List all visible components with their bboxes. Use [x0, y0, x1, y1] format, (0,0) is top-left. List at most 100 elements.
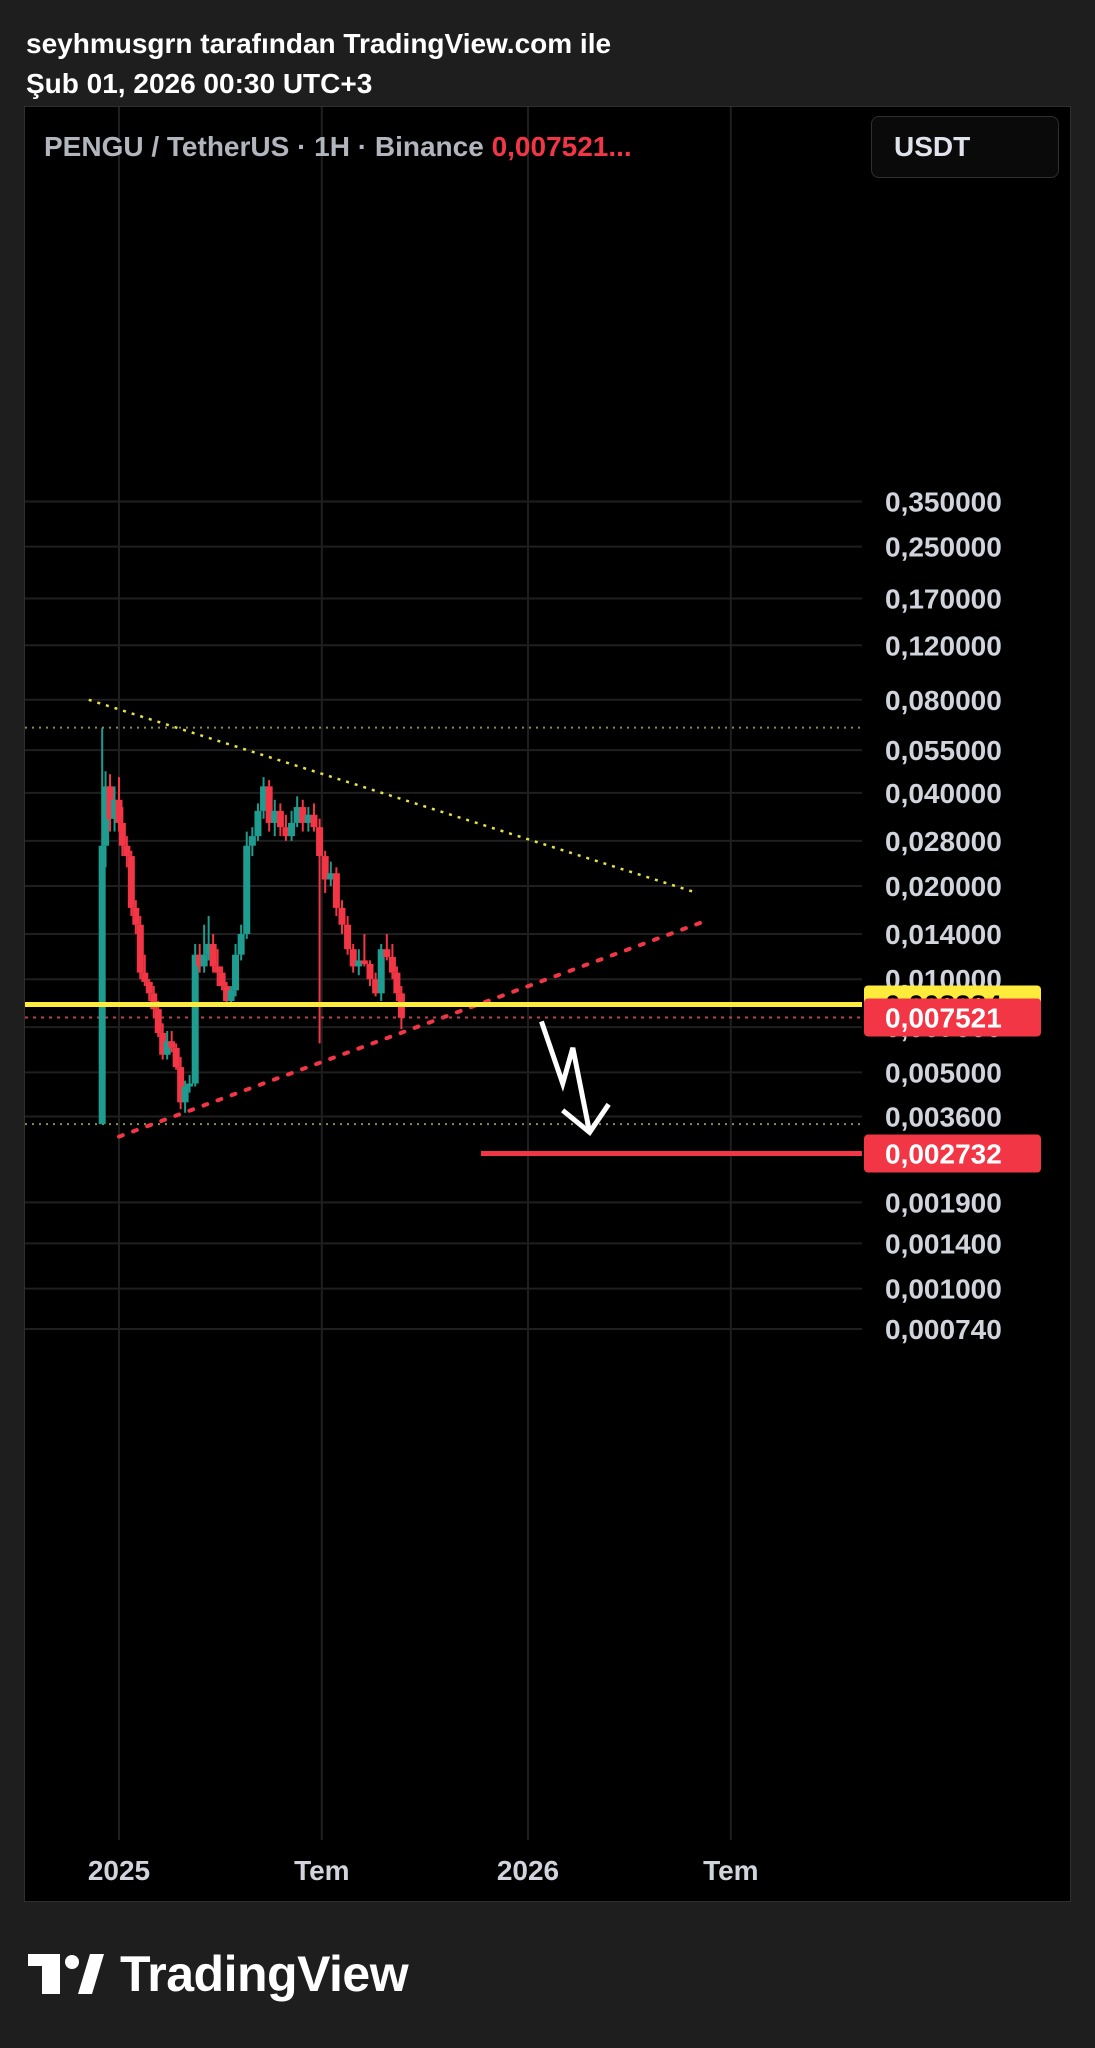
candle-body: [288, 822, 296, 837]
candle-body: [355, 960, 363, 967]
candle-body: [218, 972, 226, 987]
candle-body: [141, 972, 149, 982]
y-tick-label: 0,001900: [885, 1187, 1002, 1218]
candle-body: [377, 949, 385, 994]
candle-body: [136, 924, 144, 973]
y-axis: 0,350000 0,250000 0,170000 0,120000 0,080000…: [885, 486, 1002, 1345]
candle-body: [344, 924, 352, 950]
candle-body: [186, 1083, 194, 1087]
candle-body: [349, 949, 357, 967]
candle-body: [265, 786, 273, 823]
y-tick-label: 0,000740: [885, 1314, 1002, 1345]
candle-body: [209, 943, 217, 967]
y-tick-label: 0,014000: [885, 919, 1002, 950]
y-tick-label: 0,250000: [885, 532, 1002, 563]
candle-body: [150, 993, 158, 1010]
candle-body: [393, 972, 401, 994]
price-label-badge: [864, 1134, 1041, 1173]
y-tick-label: 0,028000: [885, 826, 1002, 857]
candle-body: [106, 786, 114, 819]
price-label-text: 0,002732: [885, 1139, 1002, 1170]
date-line: Şub 01, 2026 00:30 UTC+3: [26, 68, 373, 99]
candle-body: [172, 1047, 180, 1068]
candle-body: [200, 954, 208, 967]
candle-body: [248, 836, 256, 846]
y-tick-label: 0,120000: [885, 630, 1002, 661]
candles: [98, 727, 405, 1125]
candle-body: [327, 873, 335, 880]
y-tick-label: 0,001000: [885, 1274, 1002, 1305]
tradingview-logo-icon: [28, 1954, 104, 1994]
y-tick-label: 0,001400: [885, 1228, 1002, 1259]
candle-body: [127, 856, 135, 908]
candle-body: [310, 814, 318, 828]
candle-body: [115, 799, 123, 823]
grid: [25, 107, 862, 1840]
candle-body: [214, 966, 222, 973]
price-label-text: 0,007521: [885, 1002, 1002, 1033]
candle-body: [163, 1041, 171, 1055]
candle-body: [98, 845, 106, 1125]
symbol-legend[interactable]: PENGU / TetherUS · 1H · Binance 0,007521…: [44, 131, 632, 163]
candle-body: [293, 807, 301, 823]
candle-body: [168, 1041, 176, 1048]
author-line: seyhmusgrn tarafından TradingView.com il…: [26, 28, 612, 59]
x-tick-label: Tem: [703, 1855, 759, 1886]
logo-text: TradingView: [120, 1946, 409, 2002]
candle-body: [111, 799, 119, 819]
candle-body: [299, 807, 307, 823]
candle-body: [177, 1067, 185, 1103]
candle-body: [154, 1009, 162, 1034]
candle-body: [145, 981, 153, 994]
candle-body: [181, 1086, 189, 1103]
candle-body: [118, 822, 126, 846]
candle-body: [227, 990, 235, 1002]
currency-button[interactable]: USDT: [871, 116, 1059, 178]
candle-body: [304, 814, 312, 823]
candle-body: [205, 943, 213, 955]
chart-header: seyhmusgrn tarafından TradingView.com il…: [26, 24, 611, 104]
candle-body: [276, 810, 284, 828]
y-tick-label: 0,170000: [885, 583, 1002, 614]
candle-body: [123, 845, 131, 857]
price-label-badge: [864, 998, 1041, 1037]
x-tick-label: 2026: [497, 1855, 559, 1886]
ascending-trendline: [117, 918, 710, 1139]
candle-body: [332, 873, 340, 908]
x-tick-label: Tem: [294, 1855, 350, 1886]
candle-body: [282, 827, 290, 837]
y-tick-label: 0,040000: [885, 778, 1002, 809]
candle-body: [191, 954, 199, 1084]
y-tick-label: 0,080000: [885, 685, 1002, 716]
candle-body: [260, 786, 268, 811]
zigzag-arrow: [539, 1020, 593, 1133]
candle-body: [316, 827, 324, 857]
candle-body: [159, 1033, 167, 1055]
last-price: 0,007521...: [491, 131, 632, 162]
annotations-front: [25, 1001, 862, 1157]
tradingview-logo[interactable]: TradingView: [28, 1945, 409, 2003]
arrow-head: [561, 1102, 611, 1136]
candle-body: [196, 954, 204, 967]
candle-body: [372, 979, 380, 994]
annotations-back: [25, 698, 862, 1139]
x-tick-label: 2025: [88, 1855, 150, 1886]
candle-body: [223, 986, 231, 1002]
candle-body: [254, 810, 262, 837]
y-tick-label: 0,005000: [885, 1057, 1002, 1088]
candle-body: [321, 856, 329, 880]
candle-body: [102, 786, 110, 846]
y-tick-label: 0,055000: [885, 735, 1002, 766]
candle-body: [271, 810, 279, 823]
y-tick-label: 0,003600: [885, 1101, 1002, 1132]
y-tick-label: 0,020000: [885, 871, 1002, 902]
candle-body: [338, 907, 346, 925]
candle-body: [237, 933, 245, 955]
symbol-label: PENGU / TetherUS · 1H · Binance: [44, 131, 484, 162]
candle-body: [232, 954, 240, 991]
y-tick-label: 0,350000: [885, 486, 1002, 517]
descending-trendline: [88, 698, 698, 895]
candle-body: [360, 960, 368, 964]
